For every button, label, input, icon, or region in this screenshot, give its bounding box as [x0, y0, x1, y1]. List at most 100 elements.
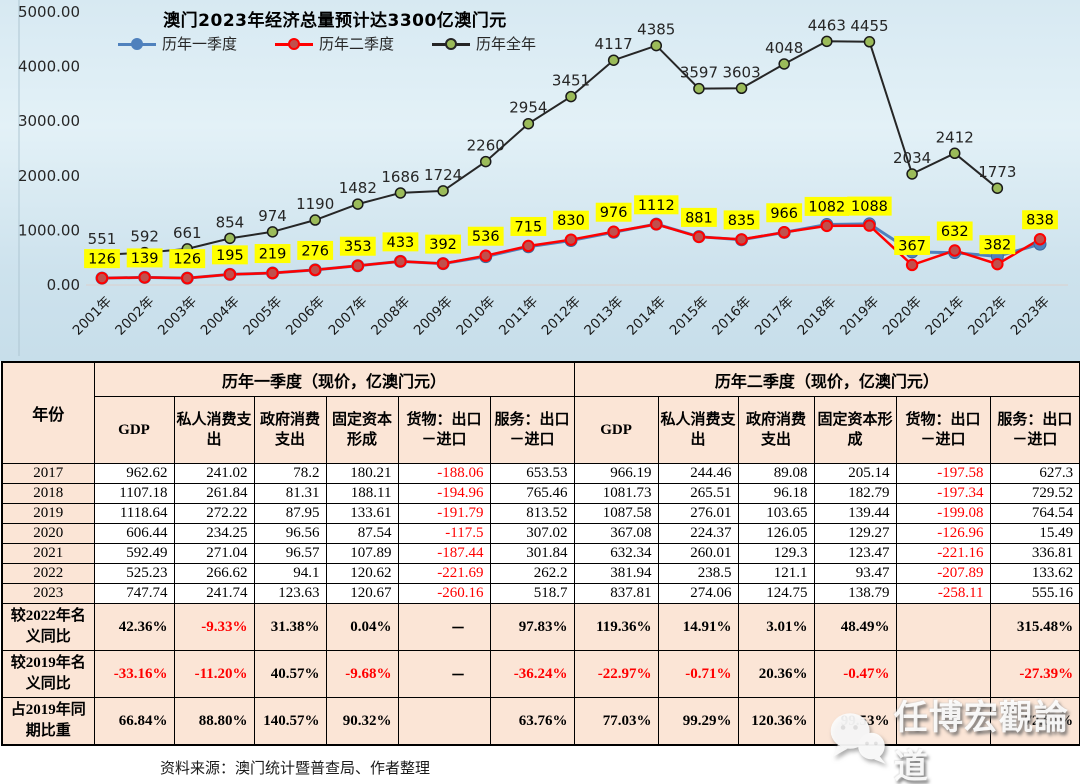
value-cell: 765.46 — [489, 483, 575, 504]
value-cell: 140.57% — [253, 697, 327, 746]
column-header: 货物：出口－进口 — [895, 396, 991, 464]
value-cell: 77.03% — [573, 697, 659, 746]
value-cell: 653.53 — [489, 463, 575, 484]
value-cell: 729.52 — [989, 483, 1080, 504]
value-cell: -0.47% — [813, 650, 897, 698]
q2-data-label: 276 — [301, 243, 329, 259]
row-label: 2018 — [1, 483, 95, 504]
plot-background — [0, 0, 1080, 361]
q2-data-label-bg — [425, 234, 461, 254]
value-cell: 381.94 — [573, 563, 659, 584]
legend-item-fullyear: 历年全年 — [432, 33, 536, 54]
fullyear-data-label: 4455 — [850, 17, 888, 35]
column-header: 固定资本形成 — [325, 396, 399, 464]
year-column-header: 年份 — [1, 361, 95, 464]
gdp-line-chart: 5000.00 4000.00 3000.00 2000.00 1000.00 0.00 2… — [0, 0, 1080, 361]
legend-label-q2: 历年二季度 — [319, 35, 395, 53]
q2-marker — [223, 268, 237, 281]
value-cell: 15.49 — [989, 523, 1080, 544]
fullyear-marker — [309, 214, 321, 226]
fullyear-data-label: 974 — [258, 207, 287, 225]
q2-marker — [905, 258, 919, 272]
value-cell: 265.51 — [657, 483, 739, 504]
fullyear-data-label: 4048 — [765, 39, 803, 57]
value-cell: 234.25 — [173, 523, 255, 544]
q2-data-label: 126 — [173, 252, 201, 268]
value-cell: -187.44 — [397, 543, 491, 564]
value-cell: -197.58 — [895, 463, 991, 484]
value-cell: 133.62 — [989, 563, 1080, 584]
value-cell: 301.84 — [489, 543, 575, 564]
q2-data-label: 367 — [898, 238, 926, 254]
fullyear-marker — [735, 82, 748, 95]
y-axis-tick-label: 1000.00 — [18, 221, 80, 239]
value-cell: 72.61% — [989, 697, 1080, 746]
q2-data-label: 966 — [770, 206, 798, 222]
value-cell: 87.54 — [325, 523, 399, 544]
value-cell: 272.22 — [173, 503, 255, 524]
value-cell: 97.83% — [489, 603, 575, 651]
q2-data-label-bg — [553, 210, 589, 230]
q2-data-label-bg — [804, 196, 850, 216]
value-cell: 180.21 — [325, 463, 399, 484]
fullyear-data-label: 4463 — [808, 16, 846, 34]
q2-data-label: 126 — [88, 252, 116, 268]
column-header: GDP — [573, 396, 659, 464]
legend-item-q1: 历年一季度 — [118, 33, 237, 54]
column-header: GDP — [93, 396, 175, 464]
y-axis-tick-label: 0.00 — [47, 276, 80, 294]
q2-data-label: 353 — [344, 239, 372, 255]
table-row: 较2019年名义同比 -33.16% -11.20% 40.57% -9.68% － -36… — [1, 650, 1080, 698]
value-cell: 837.81 — [573, 583, 659, 604]
value-cell: 120.62 — [325, 563, 399, 584]
value-cell: 20.36% — [737, 650, 815, 698]
row-label: 较2022年名义同比 — [1, 603, 95, 651]
column-header: 固定资本形成 — [813, 396, 897, 464]
value-cell: 124.75 — [737, 583, 815, 604]
fullyear-data-label: 1686 — [381, 168, 419, 186]
q2-data-label-bg — [894, 235, 930, 255]
q2-data-label-bg — [254, 244, 291, 264]
value-cell: 103.65 — [737, 503, 815, 524]
fullyear-data-label: 4117 — [595, 35, 633, 53]
value-cell: 96.56 — [253, 523, 327, 544]
q2-data-label-bg — [723, 210, 760, 230]
value-cell: 205.14 — [813, 463, 897, 484]
q2-data-label: 838 — [1026, 213, 1054, 229]
legend-label-fullyear: 历年全年 — [476, 35, 537, 53]
fullyear-line-marker-icon — [432, 37, 471, 50]
q2-data-label: 392 — [429, 237, 457, 253]
value-cell: 139.44 — [813, 503, 897, 524]
value-cell: 119.36% — [573, 603, 659, 651]
q1-group-header: 历年一季度（现价，亿澳门元） — [93, 361, 575, 397]
value-cell: 188.11 — [325, 483, 399, 504]
q2-marker — [479, 249, 492, 262]
fullyear-marker — [352, 198, 364, 210]
value-cell: 627.3 — [989, 463, 1080, 484]
value-cell: -22.97% — [573, 650, 659, 698]
value-cell: 261.84 — [173, 483, 255, 504]
q2-data-label: 536 — [472, 229, 500, 245]
fullyear-marker — [778, 58, 790, 70]
fullyear-marker — [991, 182, 1004, 194]
economic-table-wrap: 年份 历年一季度（现价，亿澳门元） 历年二季度（现价，亿澳门元） GDP 私人消费… — [1, 361, 1080, 746]
legend-item-q2: 历年二季度 — [275, 33, 394, 54]
q2-marker — [863, 219, 876, 232]
value-cell: 747.74 — [93, 583, 175, 604]
row-label: 2017 — [1, 463, 95, 484]
q2-data-label: 1112 — [638, 198, 675, 214]
q2-marker — [95, 271, 109, 285]
fullyear-marker — [479, 155, 492, 168]
value-cell: -221.16 — [895, 543, 991, 564]
q2-data-label-bg — [681, 207, 717, 227]
fullyear-marker — [650, 39, 663, 52]
q2-data-label-bg — [847, 196, 892, 216]
table-row: 2017 962.62 241.02 78.2 180.21 -188.06 653.53 9… — [1, 463, 1080, 484]
fullyear-data-label: 1773 — [978, 163, 1016, 181]
q2-marker — [607, 225, 620, 238]
legend-label-q1: 历年一季度 — [162, 35, 238, 53]
value-cell: 276.01 — [657, 503, 739, 524]
fullyear-data-label: 661 — [173, 224, 202, 242]
fullyear-data-label: 1482 — [339, 179, 377, 197]
value-cell: -126.96 — [895, 523, 991, 544]
